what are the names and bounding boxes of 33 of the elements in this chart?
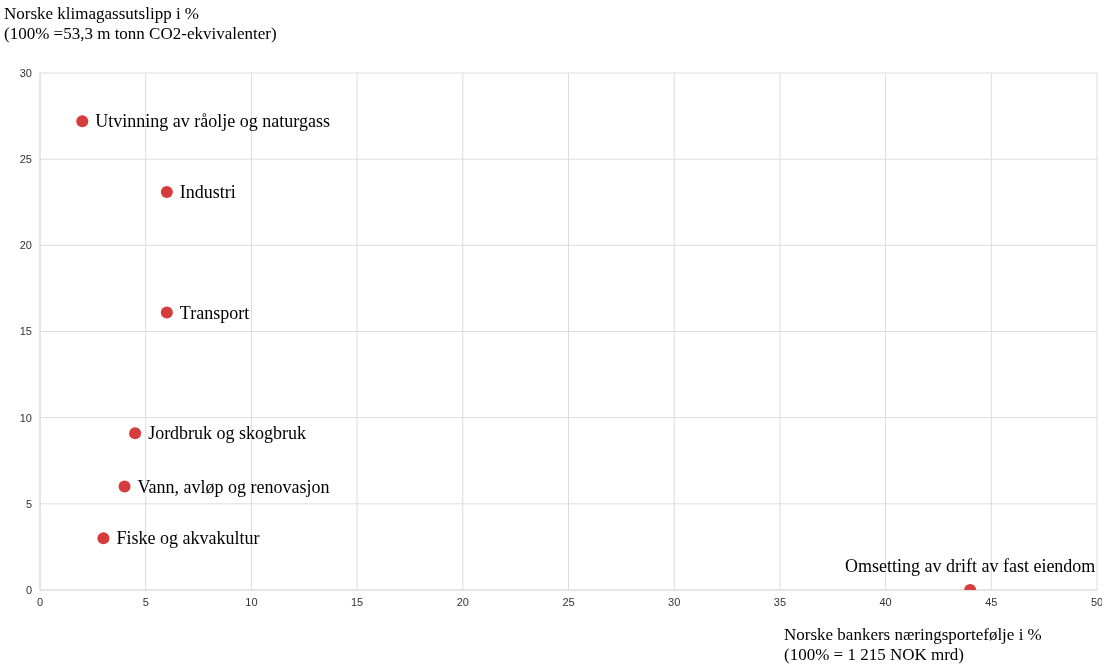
point bbox=[97, 532, 110, 545]
x-tick-label: 35 bbox=[773, 595, 787, 608]
y-tick-label: 20 bbox=[19, 239, 32, 252]
x-tick-label: 5 bbox=[142, 595, 149, 608]
y-axis-title: Norske klimagassutslipp i % (100% =53,3 m tonn CO2-ekvivalenter) bbox=[4, 4, 277, 44]
x-tick-label: 20 bbox=[456, 595, 469, 608]
annotation: Jordbruk og skogbruk bbox=[148, 423, 307, 444]
x-tick-label: 30 bbox=[668, 595, 681, 608]
x-tick-label: 0 bbox=[36, 595, 44, 608]
annotation: Vann, avløp og renovasjon bbox=[137, 476, 330, 497]
y-tick-label: 5 bbox=[25, 497, 32, 510]
y-tick-label: 0 bbox=[25, 583, 32, 596]
x-tick-label: 25 bbox=[562, 595, 575, 608]
x-tick-label: 15 bbox=[350, 595, 364, 608]
annotation: Industri bbox=[179, 181, 236, 202]
annotation: Utvinning av råolje og naturgass bbox=[95, 111, 330, 132]
y-tick-label: 30 bbox=[19, 66, 32, 79]
annotation: Transport bbox=[179, 302, 250, 323]
x-tick-label: 40 bbox=[879, 595, 892, 608]
point bbox=[160, 306, 173, 319]
point bbox=[118, 480, 131, 493]
y-tick-label: 10 bbox=[19, 411, 32, 424]
x-tick-label: 45 bbox=[985, 595, 998, 608]
x-tick-label: 50 bbox=[1090, 595, 1104, 608]
point bbox=[76, 115, 89, 128]
point bbox=[160, 185, 173, 198]
x-tick-label: 10 bbox=[245, 595, 258, 608]
point bbox=[129, 427, 142, 440]
annotation: Fiske og akvakultur bbox=[116, 528, 260, 549]
x-axis-title: Norske bankers næringsportefølje i % (100% = 1 215 NOK mrd) bbox=[784, 625, 1042, 665]
annotation: Omsetting av drift av fast eiendom bbox=[844, 556, 1096, 576]
y-tick-label: 15 bbox=[19, 325, 32, 338]
y-tick-label: 25 bbox=[19, 153, 32, 166]
